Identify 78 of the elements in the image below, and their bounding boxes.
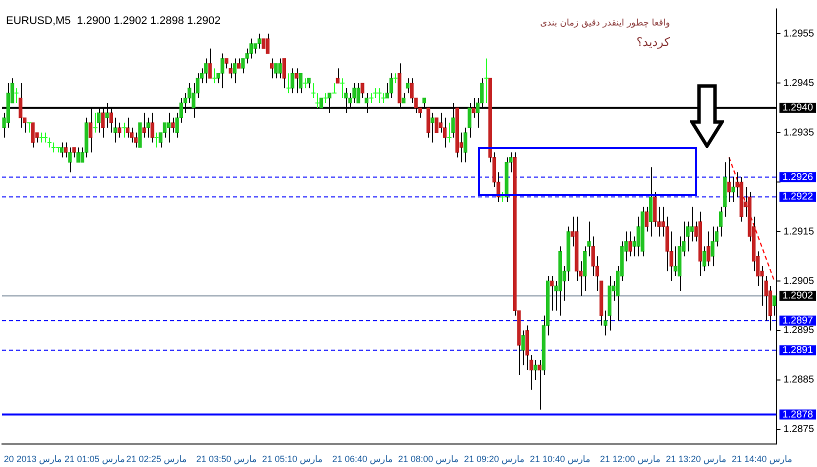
candlestick xyxy=(574,216,578,282)
candlestick xyxy=(406,78,410,94)
candlestick xyxy=(525,325,530,371)
candlestick xyxy=(150,112,154,144)
x-tick-label: 21 مارس 01:05 xyxy=(64,454,126,466)
x-tick-label: 21 مارس 10:40 xyxy=(530,454,591,466)
candlestick xyxy=(220,53,224,89)
x-tick-label: 21 مارس 12:00 xyxy=(600,454,661,466)
ref-line-label: 1.2891 xyxy=(782,344,814,356)
candlestick xyxy=(228,62,232,79)
candlestick xyxy=(442,117,447,148)
y-tick-label: 1.2915 xyxy=(783,226,814,238)
candlestick xyxy=(538,360,542,410)
y-tick-label: 1.2895 xyxy=(783,325,814,336)
candlestick xyxy=(270,58,274,79)
y-tick-label: 1.2955 xyxy=(783,28,814,40)
candlestick xyxy=(68,146,72,173)
candlestick xyxy=(648,166,653,237)
candlestick xyxy=(604,310,608,336)
candlestick xyxy=(640,206,644,257)
x-tick-label: 21 مارس 08:00 xyxy=(398,454,459,466)
ref-line-label: 1.2902 xyxy=(782,290,814,302)
ref-line-label: 1.2940 xyxy=(782,102,814,114)
y-tick-label: 1.2935 xyxy=(783,127,814,138)
candlestick xyxy=(146,117,150,138)
ref-line-label: 1.2926 xyxy=(782,172,814,183)
candlestick xyxy=(727,156,731,202)
candlestick xyxy=(118,122,122,138)
ref-line-label: 1.2922 xyxy=(782,192,814,203)
ref-line-label: 1.2878 xyxy=(782,409,814,420)
candlestick xyxy=(558,246,562,316)
candlestick xyxy=(430,112,434,144)
candlestick xyxy=(628,231,632,257)
candlestick xyxy=(142,112,146,138)
candlestick xyxy=(278,58,282,79)
x-tick-label: 21 مارس 05:10 xyxy=(262,454,323,466)
candlestick xyxy=(336,68,340,84)
text: EURUSD,M5 1.2900 1.2902 1.2898 1.2902 xyxy=(6,15,221,28)
y-tick-label: 1.2945 xyxy=(783,78,814,89)
candlestick xyxy=(76,146,80,163)
candlestick xyxy=(389,72,394,99)
candlestick xyxy=(710,226,714,267)
candlestick xyxy=(504,156,508,202)
candlestick xyxy=(690,206,694,242)
candlestick xyxy=(294,68,298,94)
candlestick xyxy=(232,58,237,84)
annotation: کردید؟ xyxy=(636,35,670,50)
x-tick-label: 21 مارس 09:20 xyxy=(464,454,525,466)
x-tick-label: 20 مارس 2013 xyxy=(4,454,62,466)
candlestick xyxy=(290,68,294,94)
candlestick xyxy=(298,72,302,94)
x-tick-label: 21 مارس 14:40 xyxy=(732,454,792,466)
candlestick xyxy=(587,221,591,257)
candlestick xyxy=(258,33,262,50)
candlestick xyxy=(208,48,212,79)
x-tick-label: 21 مارس 03:50 xyxy=(196,454,257,466)
candlestick xyxy=(678,236,682,292)
candlestick xyxy=(204,58,208,84)
candlestick xyxy=(266,33,270,54)
candlestick xyxy=(706,231,710,267)
ref-line-label: 1.2897 xyxy=(782,315,814,326)
candlestick xyxy=(31,122,35,148)
candlestick xyxy=(126,117,130,138)
candlestick xyxy=(64,142,68,158)
candlestick xyxy=(356,82,360,104)
x-tick-label: 21 مارس 06:40 xyxy=(332,454,393,466)
x-tick-label: 21 مارس 02:25 xyxy=(126,454,187,466)
candlestick xyxy=(167,112,171,144)
candlestick xyxy=(608,276,612,331)
candlestick xyxy=(282,58,286,89)
y-tick-label: 1.2905 xyxy=(783,276,814,287)
annotation: واقعا چطور اینقدر دقیق زمان بندی xyxy=(540,18,670,28)
candlestick xyxy=(698,211,702,277)
x-tick-label: 21 مارس 13:20 xyxy=(666,454,726,466)
y-tick-label: 1.2875 xyxy=(783,424,814,436)
candlestick xyxy=(360,82,364,99)
candlestick xyxy=(723,162,727,218)
y-tick-label: 1.2885 xyxy=(783,374,814,386)
